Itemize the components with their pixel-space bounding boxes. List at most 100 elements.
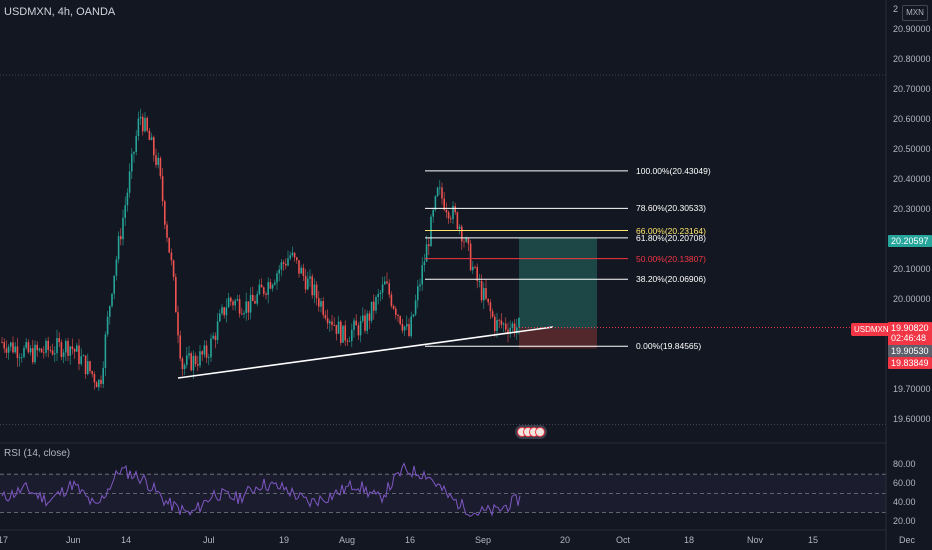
candle-body — [23, 347, 25, 358]
last-price-tag: 19.90820 02:46:48 — [888, 322, 932, 346]
replay-icon[interactable] — [535, 427, 545, 437]
candle-body — [337, 321, 340, 334]
candle-body — [14, 346, 16, 353]
trendline[interactable] — [177, 326, 554, 379]
price-tick-label: 20.50000 — [893, 144, 931, 154]
fibonacci-retracement — [425, 170, 628, 347]
candle-body — [304, 275, 307, 290]
rsi-title[interactable]: RSI (14, close) — [4, 448, 71, 459]
candle-body — [265, 293, 267, 295]
candle-body — [168, 237, 170, 253]
replay-controls[interactable] — [515, 425, 547, 439]
candle-body — [287, 258, 289, 266]
candle-body — [318, 298, 320, 307]
candle-body — [117, 236, 120, 260]
candle-body — [69, 346, 71, 356]
candle-body — [1, 342, 3, 343]
candle-body — [150, 137, 153, 141]
candle-body — [219, 313, 221, 322]
candle-body — [467, 238, 470, 244]
candle-body — [205, 345, 208, 358]
candle-body — [509, 327, 511, 334]
candle-body — [170, 252, 173, 261]
candle-body — [120, 236, 122, 240]
candle-body — [106, 316, 109, 335]
candle-body — [445, 209, 448, 213]
candle-body — [234, 300, 236, 306]
target-price-tag: 20.20597 — [888, 235, 932, 247]
candle-body — [436, 187, 439, 197]
candle-body — [131, 153, 133, 172]
candle-body — [472, 266, 474, 271]
candle-body — [320, 301, 322, 307]
candle-body — [302, 267, 305, 276]
candle-body — [18, 357, 21, 359]
candle-body — [208, 357, 210, 359]
candle-body — [216, 321, 219, 340]
candle-body — [461, 226, 463, 242]
candle-body — [478, 281, 481, 282]
candle-body — [260, 284, 263, 288]
price-tick-label: 20.40000 — [893, 174, 931, 184]
candle-body — [232, 301, 234, 306]
candle-body — [27, 342, 30, 353]
candle-body — [311, 276, 313, 296]
candle-body — [289, 255, 291, 259]
loss-zone — [519, 328, 597, 349]
candle-body — [324, 314, 327, 319]
candle-body — [425, 244, 428, 262]
price-tick-label: 19.70000 — [893, 384, 931, 394]
time-tick-label: 20 — [560, 535, 571, 545]
candle-body — [432, 209, 434, 217]
candle-body — [505, 323, 507, 330]
candle-body — [454, 206, 456, 213]
candle-body — [390, 294, 393, 306]
candle-body — [36, 344, 38, 351]
candle-body — [452, 206, 454, 220]
price-tick-label: 20.30000 — [893, 204, 931, 214]
candle-body — [269, 282, 272, 289]
candle-body — [111, 293, 113, 307]
candle-body — [56, 338, 58, 354]
rsi-line — [1, 462, 521, 517]
candle-body — [463, 241, 465, 243]
candle-body — [62, 352, 65, 357]
symbol-title[interactable]: USDMXN, 4h, OANDA — [4, 6, 116, 18]
candle-body — [410, 316, 412, 336]
currency-badge[interactable]: MXN — [902, 5, 928, 21]
candle-body — [421, 265, 423, 285]
candle-body — [386, 281, 388, 284]
candle-body — [278, 269, 280, 274]
candle-body — [179, 335, 181, 359]
candle-body — [210, 338, 212, 358]
candle-body — [256, 294, 258, 304]
candle-body — [450, 218, 452, 220]
time-tick-label: Aug — [339, 535, 356, 545]
candle-body — [375, 297, 377, 311]
candle-body — [245, 301, 247, 314]
candle-body — [406, 324, 408, 327]
candle-body — [243, 313, 245, 315]
candle-body — [293, 252, 296, 258]
candle-body — [175, 276, 177, 313]
candle-body — [192, 355, 195, 371]
candle-body — [511, 323, 514, 328]
candle-body — [313, 284, 316, 296]
candle-body — [201, 351, 203, 355]
candle-body — [40, 348, 43, 353]
time-tick-label: 15 — [808, 535, 819, 545]
candle-body — [137, 118, 140, 137]
price-tick-label: 20.60000 — [893, 114, 931, 124]
candle-body — [412, 314, 415, 317]
candle-body — [230, 297, 232, 302]
candle-body — [359, 320, 362, 336]
candle-body — [7, 346, 10, 353]
candle-body — [159, 157, 162, 177]
candle-body — [353, 320, 355, 330]
candle-body — [443, 198, 445, 210]
candle-body — [43, 352, 45, 354]
candle-body — [489, 302, 492, 312]
candle-body — [498, 319, 500, 321]
candle-body — [392, 305, 395, 309]
